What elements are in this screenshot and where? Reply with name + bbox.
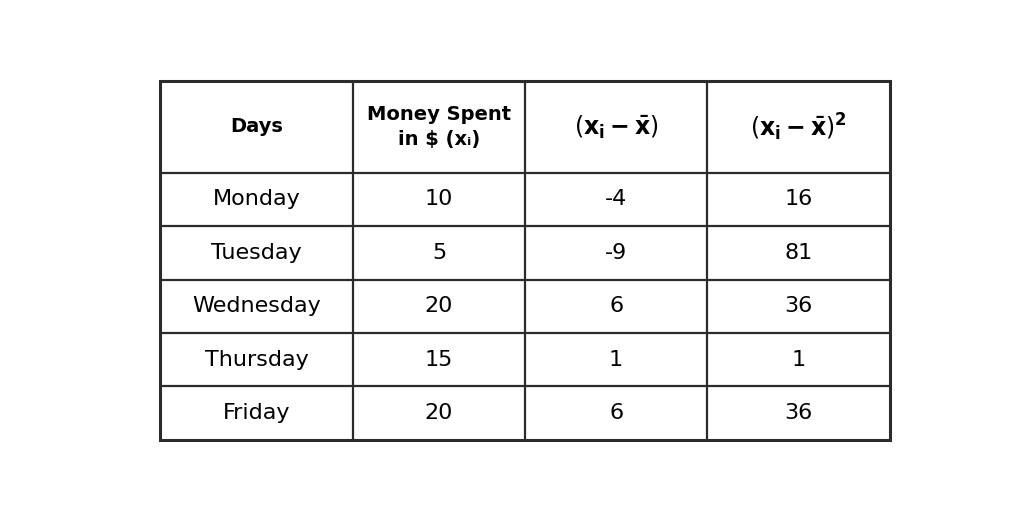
Text: 15: 15 [425, 350, 454, 370]
Text: Money Spent
in $ (xᵢ): Money Spent in $ (xᵢ) [367, 105, 511, 149]
Text: 16: 16 [784, 189, 813, 209]
Text: 20: 20 [425, 296, 454, 316]
Text: Days: Days [230, 117, 283, 136]
Text: 1: 1 [609, 350, 624, 370]
Text: Tuesday: Tuesday [211, 243, 302, 263]
Text: Friday: Friday [223, 403, 290, 423]
Text: $(\mathbf{x_i - \bar{x}})^\mathbf{2}$: $(\mathbf{x_i - \bar{x}})^\mathbf{2}$ [751, 111, 847, 143]
Text: 20: 20 [425, 403, 454, 423]
Text: 36: 36 [784, 403, 813, 423]
Text: 1: 1 [792, 350, 806, 370]
Text: Monday: Monday [213, 189, 300, 209]
Text: 6: 6 [609, 296, 624, 316]
Text: 5: 5 [432, 243, 446, 263]
Text: 36: 36 [784, 296, 813, 316]
Text: $(\mathbf{x_i - \bar{x}})$: $(\mathbf{x_i - \bar{x}})$ [573, 113, 658, 141]
Text: 81: 81 [784, 243, 813, 263]
Text: Thursday: Thursday [205, 350, 308, 370]
Text: -9: -9 [605, 243, 627, 263]
Text: Wednesday: Wednesday [193, 296, 321, 316]
Text: 10: 10 [425, 189, 454, 209]
Text: 6: 6 [609, 403, 624, 423]
Text: -4: -4 [605, 189, 627, 209]
